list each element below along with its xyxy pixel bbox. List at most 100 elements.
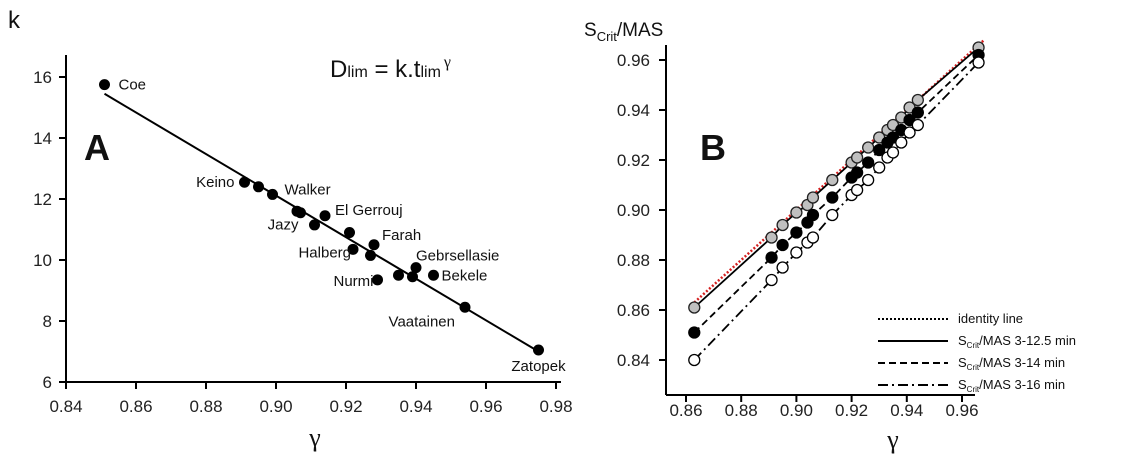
- panel-b-data-point: [688, 326, 701, 339]
- legend-label-main: S: [958, 377, 967, 392]
- legend-label-sub: Crit: [967, 341, 980, 350]
- panel-a-regression-line: [103, 92, 540, 353]
- panel-b-data-point: [826, 208, 839, 222]
- panel-b-x-tick-label: 0.96: [945, 401, 978, 420]
- panel-a-athlete-label: Gebrsellasie: [416, 248, 499, 265]
- panel-b-data-point: [776, 218, 789, 232]
- legend-label-main: S: [958, 355, 967, 370]
- panel-b-data-point: [903, 126, 916, 139]
- panel-a-x-tick-label: 0.90: [259, 397, 292, 416]
- panel-a-y-tick-label: 8: [43, 312, 52, 331]
- panel-b-x-tick-label: 0.94: [890, 401, 923, 420]
- panel-a: 0.84 0.86 0.88 0.90 0.92 0.94 0.96 0.98 6 8 10 12 1…: [8, 7, 573, 452]
- panel-a-data-point: [372, 274, 383, 286]
- panel-b: 0.86 0.88 0.90 0.92 0.94 0.96 0.84 0.86 0.88 0.9…: [584, 20, 1076, 454]
- panel-a-athlete-label: Farah: [382, 227, 421, 244]
- equation-mid: = k.t: [368, 56, 421, 83]
- panel-a-data-point: [309, 219, 320, 231]
- panel-b-x-tick-label: 0.92: [835, 401, 868, 420]
- panel-a-athlete-label: Vaatainen: [389, 313, 455, 330]
- equation-exponent: γ: [443, 54, 451, 71]
- panel-a-y-tick-label: 6: [43, 373, 52, 392]
- legend-label-0: identity line: [958, 311, 1023, 326]
- panel-a-data-point: [410, 262, 422, 274]
- panel-b-data-point: [826, 173, 839, 187]
- panel-a-x-tick-label: 0.94: [399, 397, 432, 416]
- panel-b-data-point: [862, 141, 875, 154]
- panel-a-x-tick-label: 0.96: [469, 397, 502, 416]
- panel-a-data-point: [99, 79, 110, 91]
- legend-label-sub: Crit: [967, 363, 980, 372]
- panel-b-y-tick-label: 0.90: [617, 201, 650, 220]
- panel-a-athlete-label: El Gerrouj: [335, 202, 403, 219]
- panel-a-data-point: [533, 344, 544, 356]
- panel-a-data-point: [365, 249, 376, 261]
- equation-rhs-sub: lim: [420, 64, 440, 81]
- legend-label-2: SCrit/MAS 3-14 min: [958, 355, 1065, 372]
- legend-label-3: SCrit/MAS 3-16 min: [958, 377, 1065, 394]
- panel-b-data-point: [895, 136, 908, 149]
- panel-b-data-point: [862, 156, 875, 169]
- panel-b-data-point: [862, 173, 875, 187]
- panel-b-y-tick-label: 0.84: [617, 351, 650, 370]
- panel-b-data-point: [972, 56, 985, 69]
- panel-a-data-point: [295, 207, 306, 219]
- legend-label-tail: /MAS 3-16 min: [979, 377, 1065, 392]
- panel-b-series-line-2: [693, 54, 980, 334]
- panel-a-y-tick-label: 14: [33, 129, 52, 148]
- panel-a-athlete-label: Zatopek: [511, 358, 566, 375]
- panel-b-data-point: [826, 191, 839, 204]
- panel-b-data-point: [873, 161, 886, 174]
- panel-b-data-point: [765, 273, 778, 287]
- panel-b-data-point: [911, 118, 924, 132]
- panel-a-athlete-label: Walker: [285, 181, 331, 198]
- panel-a-data-point: [368, 239, 380, 251]
- panel-b-data-point: [886, 146, 900, 159]
- legend-label-1: SCrit/MAS 3-12.5 min: [958, 333, 1076, 350]
- panel-a-data-point: [459, 301, 471, 313]
- panel-a-y-tick-label: 16: [33, 68, 52, 87]
- legend-label-tail: /MAS 3-14 min: [979, 355, 1065, 370]
- panel-b-y-axis-title: SCrit/MAS: [584, 20, 663, 44]
- panel-b-letter: B: [700, 127, 726, 168]
- legend-label-main: S: [958, 333, 967, 348]
- panel-a-data-point: [393, 269, 404, 281]
- panel-a-data-point: [239, 176, 250, 188]
- panel-b-data-point: [790, 226, 803, 239]
- panel-b-y-tick-label: 0.92: [617, 151, 650, 170]
- panel-b-data-point: [850, 166, 864, 179]
- panel-b-data-point: [850, 183, 864, 197]
- panel-a-athlete-label: Keino: [196, 174, 234, 191]
- panel-a-x-tick-label: 0.86: [119, 397, 152, 416]
- panel-b-y-tick-label: 0.88: [617, 251, 650, 270]
- ylabel-main: S: [584, 20, 597, 41]
- panel-b-data-point: [688, 301, 701, 314]
- panel-b-data-point: [806, 191, 820, 204]
- panel-b-data-point: [765, 231, 778, 244]
- panel-b-x-axis-title: γ: [886, 425, 899, 454]
- panel-a-data-point: [407, 271, 418, 283]
- panel-a-x-axis-title: γ: [308, 423, 321, 452]
- panel-a-x-tick-label: 0.98: [539, 397, 572, 416]
- panel-a-y-axis-title: k: [8, 7, 21, 34]
- equation-lhs-sub: lim: [347, 64, 367, 81]
- panel-a-x-tick-label: 0.84: [49, 397, 82, 416]
- panel-a-athlete-label: Coe: [119, 77, 147, 94]
- panel-b-data-point: [806, 231, 820, 244]
- panel-a-y-tick-label: 10: [33, 251, 52, 270]
- panel-a-data-point: [428, 269, 439, 281]
- panel-b-data-point: [806, 208, 820, 222]
- ylabel-sub: Crit: [597, 29, 618, 44]
- panel-a-data-point: [319, 210, 331, 222]
- panel-b-x-tick-label: 0.90: [780, 401, 813, 420]
- panel-a-athlete-label: Bekele: [442, 267, 488, 284]
- panel-a-data-point: [253, 181, 264, 193]
- panel-a-data-point: [267, 188, 278, 200]
- panel-b-data-point: [850, 151, 864, 164]
- panel-a-y-tick-label: 12: [33, 190, 52, 209]
- legend-label-tail: /MAS 3-12.5 min: [979, 333, 1076, 348]
- panel-a-x-tick-label: 0.92: [329, 397, 362, 416]
- panel-b-x-tick-label: 0.88: [725, 401, 758, 420]
